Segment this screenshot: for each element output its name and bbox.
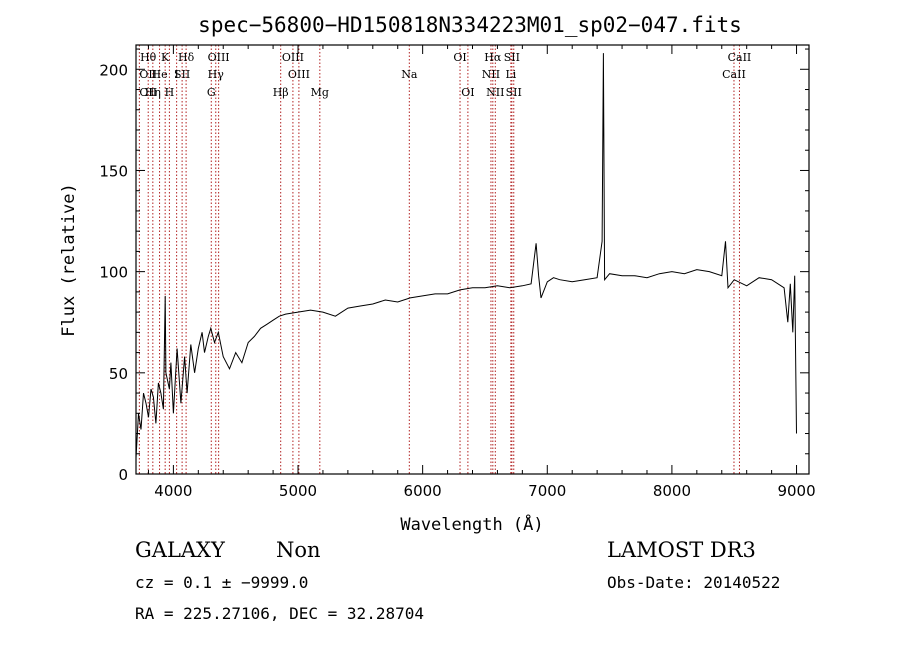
y-tick-label: 50 [109, 365, 128, 383]
line-label: He [152, 68, 168, 81]
line-label: OIII [288, 68, 310, 81]
y-tick-label: 150 [99, 162, 128, 180]
line-label: G [207, 86, 216, 99]
line-markers [138, 45, 740, 474]
line-labels: OII OII Hθ He Hη KIH SII Hδ OIII Hγ G OIII OIII Hβ Mg N… [139, 51, 751, 99]
chart-title: spec−56800−HD150818N334223M01_sp02−047.f… [198, 13, 742, 37]
x-tick-label: 6000 [404, 482, 442, 500]
line-label: H [165, 86, 175, 99]
x-axis-label: Wavelength (Å) [400, 513, 543, 535]
line-label: CaII [722, 68, 746, 81]
line-label: K [161, 51, 170, 64]
y-tick-label: 200 [99, 61, 128, 79]
redshift-label: cz = 0.1 ± −9999.0 [135, 573, 309, 592]
x-axis: 4000 5000 6000 7000 8000 9000 [147, 45, 816, 500]
line-label: OII [139, 68, 157, 81]
line-label: SII [506, 86, 522, 99]
line-label: Hη [145, 86, 161, 99]
line-label: OIII [282, 51, 304, 64]
line-label: I [174, 68, 178, 81]
y-tick-label: 100 [99, 264, 128, 282]
obs-date-label: Obs-Date: 20140522 [607, 573, 781, 592]
line-label: Hδ [178, 51, 195, 64]
line-label: Hγ [208, 68, 225, 81]
line-label: SII [174, 68, 190, 81]
series-group [135, 53, 797, 458]
x-tick-label: 7000 [528, 482, 566, 500]
classification-label: GALAXY [135, 538, 225, 562]
y-tick-label: 0 [118, 466, 128, 484]
line-label: Na [401, 68, 418, 81]
x-tick-label: 8000 [653, 482, 691, 500]
x-tick-label: 9000 [777, 482, 815, 500]
x-tick-label: 5000 [279, 482, 317, 500]
line-label: OII [139, 86, 157, 99]
spectrum-line [135, 53, 797, 458]
plot-frame [135, 44, 810, 475]
line-label: OI [461, 86, 474, 99]
line-label: CaII [728, 51, 752, 64]
line-label: Hθ [140, 51, 157, 64]
line-label: OI [453, 51, 466, 64]
line-label: OIII [208, 51, 230, 64]
y-axis-label: Flux (relative) [59, 183, 79, 337]
line-label: Hβ [273, 86, 289, 99]
coords-label: RA = 225.27106, DEC = 32.28704 [135, 604, 424, 623]
y-axis: 0 50 100 150 200 [99, 48, 809, 484]
line-label: SII [504, 51, 520, 64]
line-label: Mg [311, 86, 329, 99]
x-tick-label: 4000 [154, 482, 192, 500]
survey-label: LAMOST DR3 [607, 538, 756, 562]
line-label: Li [505, 68, 516, 81]
subclass-label: Non [276, 538, 321, 562]
line-label: NII [486, 86, 504, 99]
line-label: Hα [484, 51, 502, 64]
line-label: NII [482, 68, 500, 81]
